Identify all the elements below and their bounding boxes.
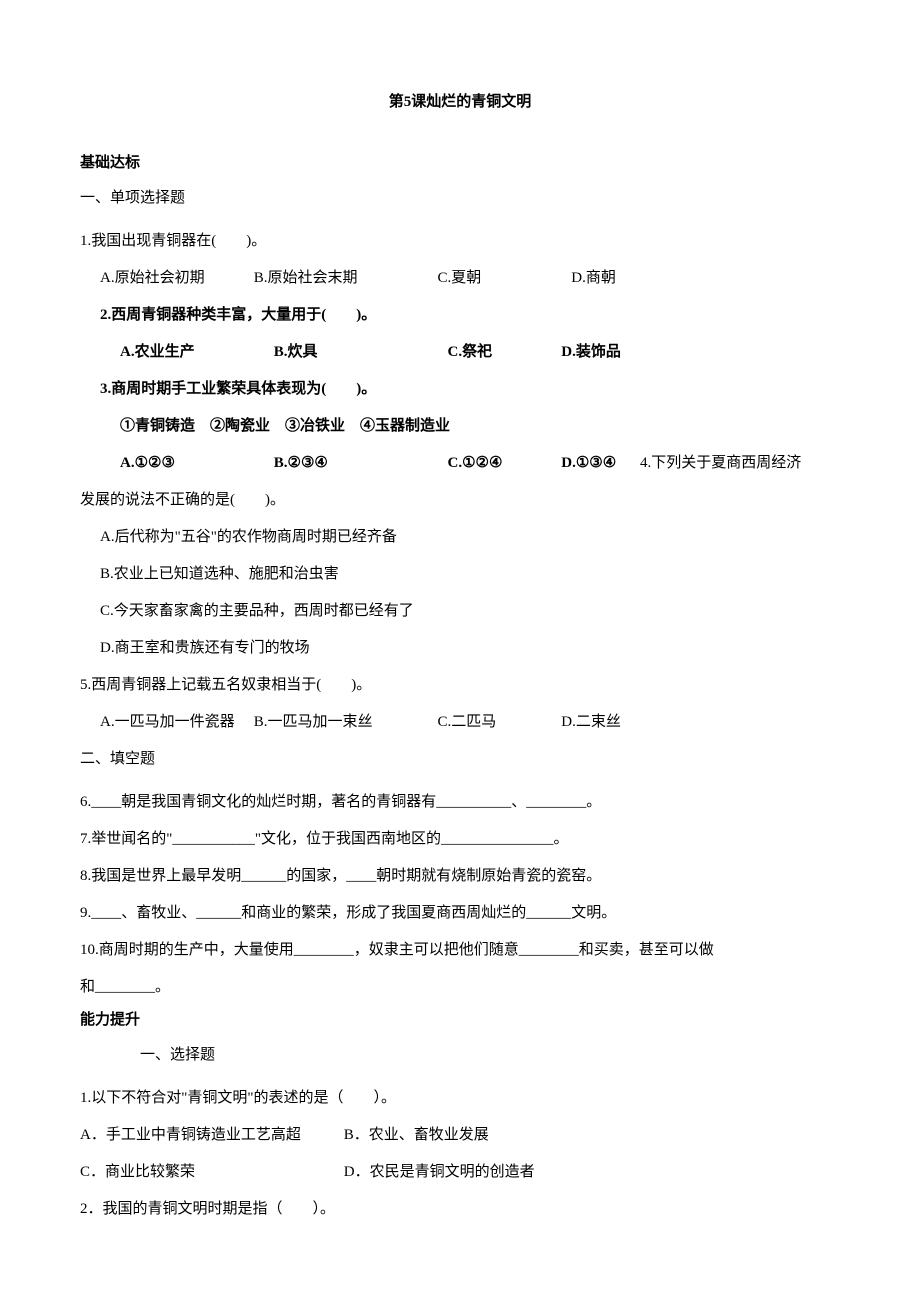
question-5-options: A.一匹马加一件瓷器 B.一匹马加一束丝 C.二匹马 D.二束丝 (80, 706, 840, 739)
fill-7: 7.举世闻名的"___________"文化，位于我国西南地区的________… (80, 823, 840, 856)
question-2-options: A.农业生产 B.炊具 C.祭祀 D.装饰品 (80, 336, 840, 369)
aq1-opt-c: C．商业比较繁荣 (80, 1156, 340, 1189)
q3-opt-b: B.②③④ (274, 447, 444, 480)
q2-opt-c: C.祭祀 (448, 336, 558, 369)
q4-opt-b: B.农业上已知道选种、施肥和治虫害 (80, 558, 840, 591)
page-title: 第5课灿烂的青铜文明 (80, 90, 840, 111)
question-4-cont: 发展的说法不正确的是( )。 (80, 484, 840, 517)
fill-10b: 和________。 (80, 971, 840, 1004)
q3-opt-c: C.①②④ (448, 447, 558, 480)
ability-q2: 2．我国的青铜文明时期是指（ ）。 (80, 1193, 840, 1226)
question-1: 1.我国出现青铜器在( )。 (80, 225, 840, 258)
question-5: 5.西周青铜器上记载五名奴隶相当于( )。 (80, 669, 840, 702)
question-3: 3.商周时期手工业繁荣具体表现为( )。 (80, 373, 840, 406)
q4-opt-d: D.商王室和贵族还有专门的牧场 (80, 632, 840, 665)
q1-opt-d: D.商朝 (571, 262, 616, 295)
section-ability-header: 能力提升 (80, 1008, 840, 1029)
question-2: 2.西周青铜器种类丰富，大量用于( )。 (80, 299, 840, 332)
q2-opt-a: A.农业生产 (120, 336, 270, 369)
q3-opt-d: D.①③④ (561, 447, 636, 480)
sub-header-ability-mcq: 一、选择题 (80, 1039, 840, 1072)
q5-opt-b: B.一匹马加一束丝 (254, 706, 434, 739)
question-3-options: A.①②③ B.②③④ C.①②④ D.①③④ 4.下列关于夏商西周经济 (80, 447, 840, 480)
sub-header-fill: 二、填空题 (80, 743, 840, 776)
aq1-opt-b: B．农业、畜牧业发展 (344, 1119, 489, 1152)
q5-opt-a: A.一匹马加一件瓷器 (100, 706, 250, 739)
ability-q1-line1: A．手工业中青铜铸造业工艺高超 B．农业、畜牧业发展 (80, 1119, 840, 1152)
question-1-options: A.原始社会初期 B.原始社会末期 C.夏朝 D.商朝 (80, 262, 840, 295)
fill-10a: 10.商周时期的生产中，大量使用________，奴隶主可以把他们随意_____… (80, 934, 840, 967)
question-3-items: ①青铜铸造 ②陶瓷业 ③冶铁业 ④玉器制造业 (80, 410, 840, 443)
q3-opt-a: A.①②③ (120, 447, 270, 480)
q5-opt-d: D.二束丝 (561, 706, 621, 739)
q4-opt-c: C.今天家畜家禽的主要品种，西周时都已经有了 (80, 595, 840, 628)
fill-8: 8.我国是世界上最早发明______的国家，____朝时期就有烧制原始青瓷的瓷窑… (80, 860, 840, 893)
q4-prefix: 4.下列关于夏商西周经济 (640, 447, 801, 480)
ability-q1-line2: C．商业比较繁荣 D．农民是青铜文明的创造者 (80, 1156, 840, 1189)
aq1-opt-d: D．农民是青铜文明的创造者 (344, 1156, 535, 1189)
ability-q1: 1.以下不符合对"青铜文明"的表述的是（ ）。 (80, 1082, 840, 1115)
q1-opt-a: A.原始社会初期 (100, 262, 250, 295)
q1-opt-c: C.夏朝 (438, 262, 568, 295)
fill-9: 9.____、畜牧业、______和商业的繁荣，形成了我国夏商西周灿烂的____… (80, 897, 840, 930)
section-basic-header: 基础达标 (80, 151, 840, 172)
aq1-opt-a: A．手工业中青铜铸造业工艺高超 (80, 1119, 340, 1152)
fill-6: 6.____朝是我国青铜文化的灿烂时期，著名的青铜器有__________、__… (80, 786, 840, 819)
q5-opt-c: C.二匹马 (438, 706, 558, 739)
q4-opt-a: A.后代称为"五谷"的农作物商周时期已经齐备 (80, 521, 840, 554)
sub-header-mcq: 一、单项选择题 (80, 182, 840, 215)
q1-opt-b: B.原始社会末期 (254, 262, 434, 295)
q2-opt-d: D.装饰品 (561, 336, 621, 369)
q2-opt-b: B.炊具 (274, 336, 444, 369)
